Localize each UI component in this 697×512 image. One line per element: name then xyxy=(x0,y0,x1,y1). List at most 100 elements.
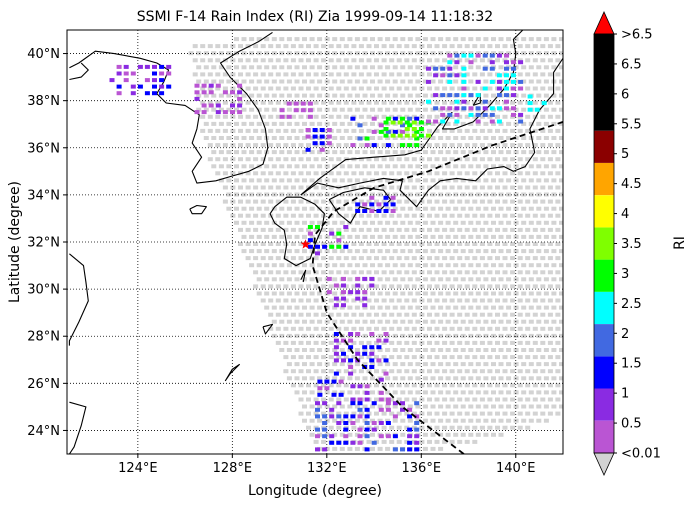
swath-pixel xyxy=(256,65,262,70)
swath-pixel xyxy=(407,249,413,254)
rain-pixel xyxy=(208,90,214,95)
swath-pixel xyxy=(336,270,342,275)
swath-pixel xyxy=(517,326,523,331)
swath-pixel xyxy=(215,58,221,63)
swath-pixel xyxy=(517,242,523,246)
swath-pixel xyxy=(294,79,300,84)
rain-pixel xyxy=(130,71,136,76)
swath-pixel xyxy=(464,340,470,345)
colorbar-over-triangle xyxy=(593,11,615,35)
swath-pixel xyxy=(506,305,512,310)
kyushu xyxy=(269,196,325,267)
swath-pixel xyxy=(411,340,417,345)
swath-pixel xyxy=(449,439,455,444)
swath-pixel xyxy=(427,355,432,360)
swath-pixel xyxy=(551,164,557,169)
swath-pixel xyxy=(415,362,421,367)
swath-pixel xyxy=(502,256,508,261)
swath-pixel xyxy=(268,256,274,261)
x-tick-label: 128°E xyxy=(213,461,253,476)
swath-pixel xyxy=(430,37,436,42)
swath-pixel xyxy=(339,107,345,112)
swath-pixel xyxy=(502,397,508,402)
rain-pixel xyxy=(319,128,325,132)
swath-pixel xyxy=(528,178,534,183)
swath-pixel xyxy=(256,37,262,42)
swath-pixel xyxy=(513,333,519,338)
swath-pixel xyxy=(407,206,413,211)
swath-pixel xyxy=(400,418,406,423)
swath-pixel xyxy=(321,227,327,232)
swath-pixel xyxy=(294,277,300,282)
swath-pixel xyxy=(532,411,538,416)
swath-pixel xyxy=(521,291,527,296)
swath-pixel xyxy=(559,390,563,395)
swath-pixel xyxy=(207,157,213,162)
swath-pixel xyxy=(543,249,549,254)
swath-pixel xyxy=(260,185,266,190)
swath-pixel xyxy=(415,234,421,239)
swath-pixel xyxy=(453,249,459,254)
swath-pixel xyxy=(525,256,531,261)
swath-pixel xyxy=(551,220,557,225)
swath-pixel xyxy=(411,86,417,91)
swath-pixel xyxy=(491,277,496,282)
swath-pixel xyxy=(245,128,251,133)
y-tick-label: 36°N xyxy=(27,141,60,156)
swath-pixel xyxy=(317,277,323,282)
swath-pixel xyxy=(502,114,508,119)
swath-pixel xyxy=(525,128,531,133)
rain-pixel xyxy=(414,440,420,445)
swath-pixel xyxy=(551,404,557,409)
swath-pixel xyxy=(222,199,228,204)
rain-pixel xyxy=(343,421,349,425)
swath-pixel xyxy=(332,362,338,367)
swath-pixel xyxy=(366,284,372,289)
colorbar-label: RI xyxy=(672,236,688,250)
swath-pixel xyxy=(479,185,485,190)
swath-pixel xyxy=(449,100,455,105)
swath-pixel xyxy=(442,86,448,91)
rain-pixel xyxy=(504,79,509,84)
swath-pixel xyxy=(547,213,553,218)
rain-pixel xyxy=(307,101,313,106)
swath-pixel xyxy=(521,178,527,183)
swath-pixel xyxy=(536,206,542,211)
swath-pixel xyxy=(317,305,323,310)
swath-pixel xyxy=(226,93,232,98)
swath-pixel xyxy=(430,150,436,155)
swath-pixel xyxy=(487,312,493,317)
swath-pixel xyxy=(460,376,466,381)
swath-pixel xyxy=(502,185,508,190)
swath-pixel xyxy=(271,93,277,98)
rain-pixel xyxy=(364,421,370,425)
swath-pixel xyxy=(563,313,568,317)
swath-pixel xyxy=(434,326,440,331)
swath-pixel xyxy=(498,390,504,395)
rain-pixel xyxy=(411,127,417,131)
swath-pixel xyxy=(366,185,372,190)
swath-pixel xyxy=(377,291,383,296)
honshu-north xyxy=(300,30,524,196)
swath-pixel xyxy=(487,128,493,133)
swath-pixel xyxy=(445,234,451,239)
swath-pixel xyxy=(286,107,292,112)
rain-pixel xyxy=(343,434,349,439)
swath-pixel xyxy=(260,72,266,77)
swath-pixel xyxy=(510,256,516,261)
swath-pixel xyxy=(449,44,455,49)
rain-pixel xyxy=(315,401,320,406)
rain-pixel xyxy=(341,283,346,288)
swath-pixel xyxy=(543,136,549,140)
swath-pixel xyxy=(491,390,496,395)
rain-pixel xyxy=(511,112,516,117)
swath-pixel xyxy=(543,79,549,84)
swath-pixel xyxy=(309,249,315,254)
swath-pixel xyxy=(286,263,292,268)
swath-pixel xyxy=(495,58,500,63)
swath-pixel xyxy=(347,93,353,98)
swath-pixel xyxy=(559,206,563,211)
swath-pixel xyxy=(415,418,421,423)
swath-pixel xyxy=(510,157,516,162)
swath-pixel xyxy=(192,44,198,49)
